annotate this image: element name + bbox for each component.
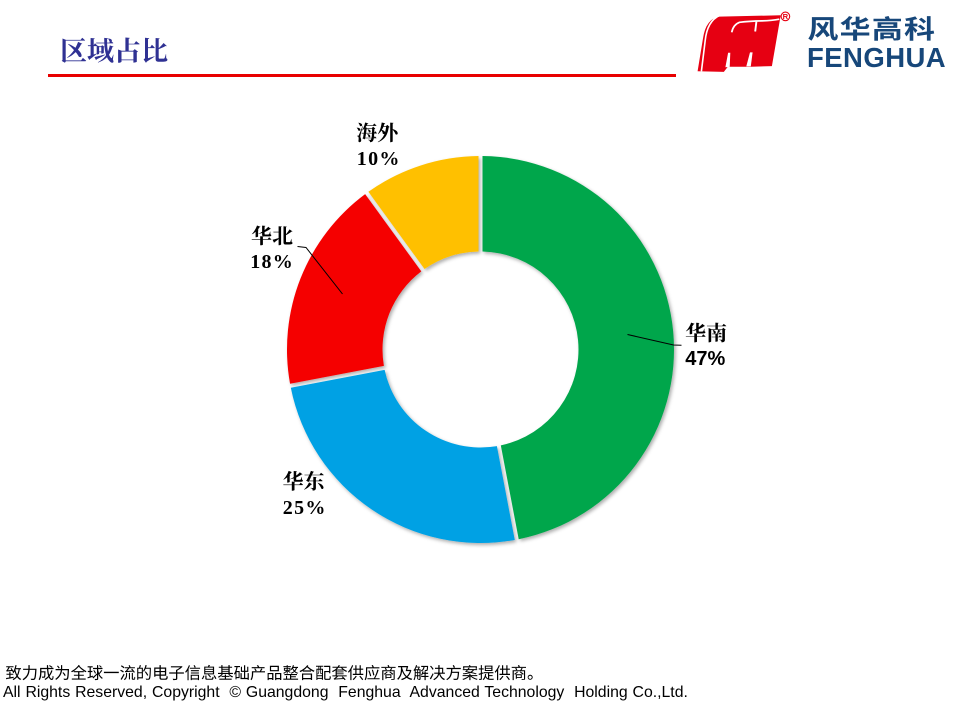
- svg-text:R: R: [783, 12, 789, 21]
